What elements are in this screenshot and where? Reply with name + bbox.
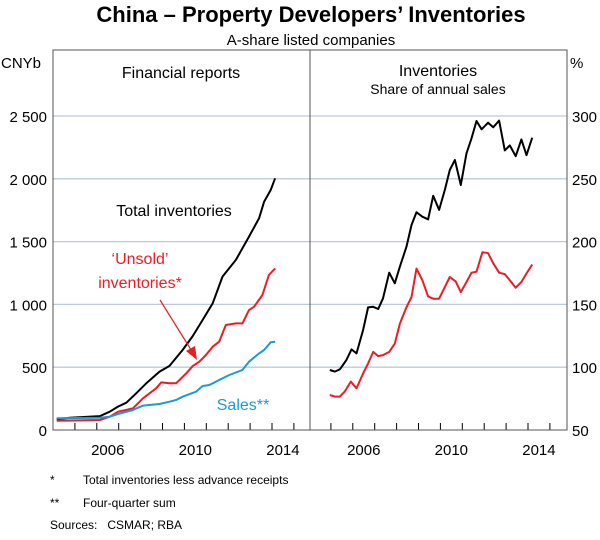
y-tick-label: 1 000: [9, 297, 47, 314]
series-line-0-2: [56, 340, 276, 420]
x-tick-label: 2010: [435, 442, 468, 459]
y-tick-label: 500: [22, 360, 47, 377]
chart-subtitle: A-share listed companies: [227, 32, 395, 49]
axes: 0 500 1 000 1 500 2 000 2 500 2006 2010 2014 50 10…: [9, 49, 597, 459]
y-tick-label: 2 000: [9, 172, 47, 189]
label-unsold-line1: ‘Unsold’: [112, 251, 169, 268]
chart-title: China – Property Developers’ Inventories: [96, 2, 525, 27]
series-lines: [56, 119, 534, 422]
right-panel-title: Inventories: [399, 63, 477, 80]
unsold-arrow-head: [186, 346, 197, 360]
right-axis-unit: %: [570, 55, 583, 72]
y-tick-label: 2 500: [9, 109, 47, 126]
x-tick-label: 2006: [91, 442, 124, 459]
series-line-1-1: [329, 251, 534, 398]
y-tick-label: 0: [39, 423, 47, 440]
y-tick-label: 100: [572, 360, 597, 377]
x-tick-label: 2006: [347, 442, 380, 459]
footnote-text-1: Total inventories less advance receipts: [83, 473, 288, 487]
series-line-0-1: [56, 267, 276, 422]
x-tick-label: 2010: [179, 442, 212, 459]
right-panel-subtitle: Share of annual sales: [370, 81, 505, 97]
sources: Sources: CSMAR; RBA: [50, 518, 182, 532]
footnote-text-2: Four-quarter sum: [83, 496, 176, 510]
x-tick-label: 2014: [266, 442, 299, 459]
label-total-inventories: Total inventories: [116, 203, 232, 220]
series-line-1-0: [329, 119, 534, 373]
y-tick-label: 300: [572, 109, 597, 126]
y-tick-label: 250: [572, 172, 597, 189]
footnote-mark-1: *: [50, 473, 55, 487]
y-tick-label: 50: [572, 423, 589, 440]
y-tick-label: 1 500: [9, 235, 47, 252]
x-tick-label: 2014: [522, 442, 555, 459]
footnote-mark-2: **: [50, 496, 60, 510]
y-tick-label: 150: [572, 297, 597, 314]
y-tick-label: 200: [572, 235, 597, 252]
left-panel-title: Financial reports: [122, 65, 240, 82]
gridlines: [53, 115, 567, 368]
label-unsold-line2: inventories*: [98, 275, 182, 292]
unsold-arrow-line: [159, 299, 194, 354]
label-sales: Sales**: [217, 397, 269, 414]
left-axis-unit: CNYb: [1, 55, 41, 72]
series-line-0-0: [56, 177, 277, 421]
